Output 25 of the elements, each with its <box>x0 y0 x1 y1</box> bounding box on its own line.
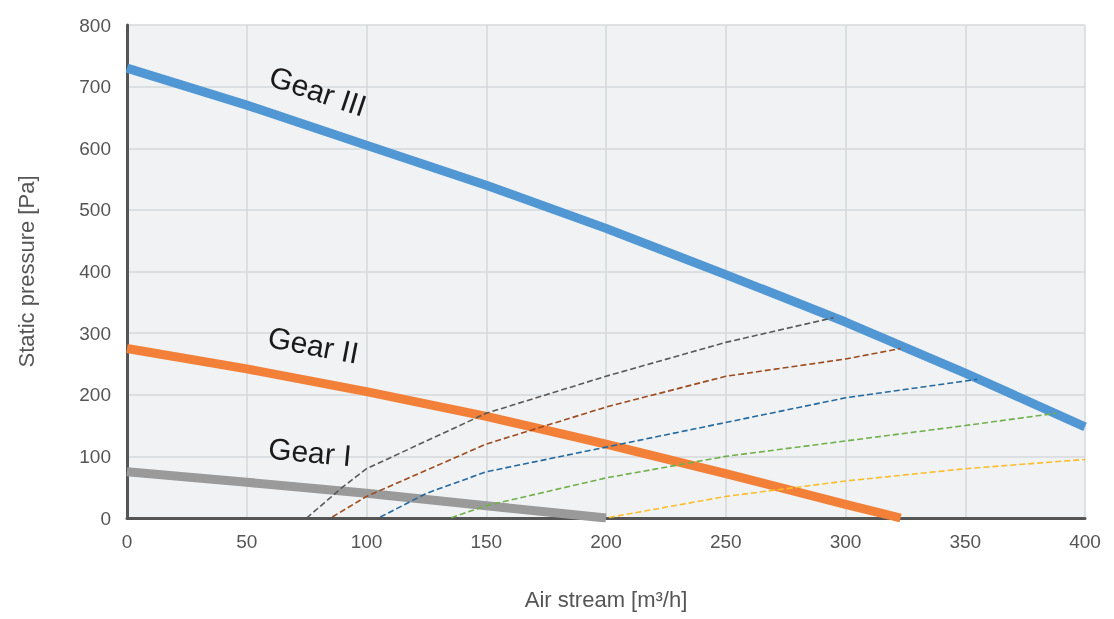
line-series <box>449 412 1058 519</box>
text: Gear II <box>265 320 362 370</box>
y-tick-label: 200 <box>79 384 111 406</box>
x-tick-label: 400 <box>1069 531 1101 552</box>
line-series <box>377 378 979 519</box>
x-tick-label: 150 <box>470 531 503 552</box>
x-tick-label: 350 <box>949 531 982 552</box>
y-tick-label: 300 <box>79 322 111 344</box>
y-axis-title: Static pressure [Pa] <box>13 175 39 368</box>
x-tick-label: 100 <box>350 531 383 552</box>
x-tick-label: 200 <box>590 531 622 552</box>
x-tick-label: 250 <box>709 531 742 552</box>
x-tick-label: 50 <box>236 531 258 552</box>
y-tick-label: 500 <box>79 199 111 221</box>
text: Gear III <box>265 59 371 123</box>
y-tick-label: 400 <box>79 261 111 282</box>
y-tick-label: 0 <box>100 507 111 529</box>
x-tick-label: 300 <box>829 531 862 552</box>
x-axis-title: Air stream [m³/h] <box>524 586 688 612</box>
y-tick-label: 600 <box>79 137 111 159</box>
y-tick-label: 800 <box>79 14 111 36</box>
y-tick-label: 700 <box>79 76 111 98</box>
y-tick-label: 100 <box>79 445 111 467</box>
text: Gear I <box>266 431 353 473</box>
x-tick-label: 0 <box>121 531 133 552</box>
